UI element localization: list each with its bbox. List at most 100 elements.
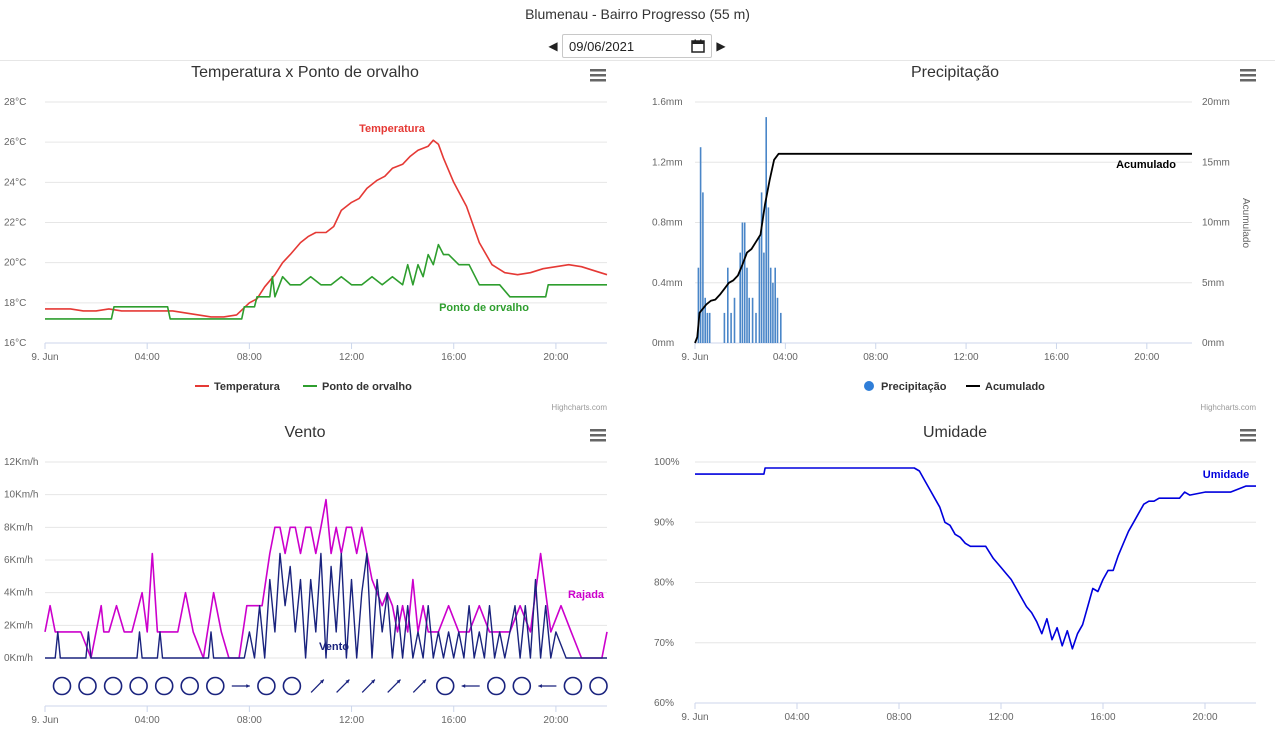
date-input[interactable]: 09/06/2021 <box>562 34 712 58</box>
y2-axis: 0mm 5mm 10mm 15mm 20mm <box>1202 97 1230 349</box>
series-label-temperatura: Temperatura <box>359 123 426 135</box>
precip-bar[interactable] <box>727 267 729 343</box>
precip-bar[interactable] <box>780 312 782 343</box>
precip-bar[interactable] <box>699 147 702 343</box>
date-value: 09/06/2021 <box>569 38 635 54</box>
x-tick-label: 20:00 <box>543 715 568 726</box>
legend-precipitacao[interactable]: Precipitação <box>881 381 947 393</box>
x-tick-label: 08:00 <box>237 715 262 726</box>
y-tick-label: 0mm <box>652 338 674 349</box>
calendar-icon[interactable] <box>691 39 705 53</box>
grid <box>695 101 1192 344</box>
chart-title: Precipitação <box>911 64 999 81</box>
series-labels: Umidade <box>1203 469 1249 481</box>
legend-precipitacao-swatch <box>864 381 874 391</box>
legend-acumulado[interactable]: Acumulado <box>985 381 1045 393</box>
y2-tick-label: 5mm <box>1202 278 1224 289</box>
series-umidade-line[interactable] <box>695 467 1256 650</box>
menu-icon[interactable] <box>590 429 606 442</box>
series-rajada-line[interactable] <box>44 498 608 659</box>
legend-temperatura[interactable]: Temperatura <box>214 381 281 393</box>
precip-bar[interactable] <box>763 252 765 343</box>
precipitation-chart: Precipitação 0mm 0.4mm 0.8mm 1.2mm 1.6mm 0mm… <box>640 60 1275 415</box>
x-tick-label: 9. Jun <box>681 352 708 363</box>
series-lines <box>45 139 608 320</box>
wind-arrow-icon <box>538 684 557 688</box>
y-tick-label: 26°C <box>4 137 26 148</box>
precip-bar[interactable] <box>708 312 711 343</box>
precip-bar[interactable] <box>769 267 772 343</box>
precip-bar[interactable] <box>772 282 774 344</box>
menu-icon[interactable] <box>590 69 606 82</box>
precip-bar[interactable] <box>748 297 750 343</box>
next-day-arrow-icon[interactable]: ▶ <box>716 39 726 53</box>
precip-bar[interactable] <box>704 297 706 343</box>
y-tick-label: 24°C <box>4 177 26 188</box>
credits[interactable]: Highcharts.com <box>1200 403 1256 412</box>
wind-arrow-icon <box>310 679 325 693</box>
series-ponto-de-orvalho-line[interactable] <box>45 243 607 320</box>
wind-calm-circle-icon <box>103 676 123 696</box>
wind-chart-svg: Vento 0Km/h 2Km/h 4Km/h 6Km/h 8Km/h 10Km/h 12K… <box>4 424 608 726</box>
series-label-acumulado: Acumulado <box>1116 159 1176 171</box>
precip-bar[interactable] <box>739 252 741 343</box>
x-tick-label: 04:00 <box>135 715 160 726</box>
precip-bar[interactable] <box>741 222 744 344</box>
series-vento-line[interactable] <box>45 552 607 659</box>
precip-bar[interactable] <box>767 207 770 343</box>
y-axis: 0mm 0.4mm 0.8mm 1.2mm 1.6mm <box>652 97 683 349</box>
chart-title: Umidade <box>923 424 987 441</box>
series-acumulado-line[interactable] <box>694 152 1192 344</box>
precip-bar[interactable] <box>758 237 761 343</box>
precipitation-chart-svg: Precipitação 0mm 0.4mm 0.8mm 1.2mm 1.6mm 0mm… <box>652 64 1256 412</box>
chart-title: Vento <box>285 424 326 441</box>
y-tick-label: 90% <box>654 517 674 528</box>
precip-bar[interactable] <box>702 192 704 343</box>
precip-bar[interactable] <box>776 297 779 343</box>
y-tick-label: 16°C <box>4 338 26 349</box>
precip-bar[interactable] <box>746 267 748 343</box>
x-tick-label: 08:00 <box>237 352 262 363</box>
precip-bar[interactable] <box>730 312 732 343</box>
wind-calm-circle-icon <box>486 676 506 696</box>
wind-calm-circle-icon <box>206 676 225 696</box>
series-label-umidade: Umidade <box>1203 469 1249 481</box>
y-tick-label: 8Km/h <box>4 522 33 533</box>
x-tick-label: 16:00 <box>441 715 466 726</box>
series-label-rajada: Rajada <box>568 589 605 601</box>
x-axis: 9. Jun 04:00 08:00 12:00 16:00 20:00 <box>31 342 607 363</box>
precip-bar[interactable] <box>733 297 736 343</box>
x-tick-label: 08:00 <box>886 712 911 723</box>
wind-arrow-icon <box>361 679 376 693</box>
precip-bar[interactable] <box>760 192 763 343</box>
precip-bar[interactable] <box>755 312 757 343</box>
credits[interactable]: Highcharts.com <box>551 403 607 412</box>
y-tick-label: 80% <box>654 578 674 589</box>
y-tick-label: 4Km/h <box>4 588 33 599</box>
precip-bar[interactable] <box>697 267 700 343</box>
wind-arrow-icon <box>387 679 401 693</box>
wind-calm-circle-icon <box>512 676 532 696</box>
series-labels: Temperatura Ponto de orvalho <box>359 123 529 314</box>
x-tick-label: 20:00 <box>1192 712 1217 723</box>
humidity-chart: Umidade 60% 70% 80% 90% 100% 9. Jun 04:00 08:0… <box>640 420 1275 735</box>
x-tick-label: 12:00 <box>339 715 364 726</box>
series-temperatura-line[interactable] <box>45 139 608 318</box>
y-axis: 16°C 18°C 20°C 22°C 24°C 26°C 28°C <box>4 97 26 349</box>
precip-bar[interactable] <box>765 117 767 343</box>
precip-bar[interactable] <box>706 312 709 343</box>
x-tick-label: 20:00 <box>543 352 568 363</box>
precip-bar[interactable] <box>723 312 726 343</box>
legend-ponto-de-orvalho[interactable]: Ponto de orvalho <box>322 381 412 393</box>
precip-bar[interactable] <box>743 222 746 344</box>
menu-icon[interactable] <box>1240 429 1256 442</box>
x-tick-label: 20:00 <box>1134 352 1159 363</box>
y-tick-label: 10Km/h <box>4 490 38 501</box>
precip-bar[interactable] <box>774 267 776 343</box>
y-tick-label: 1.6mm <box>652 97 683 108</box>
precip-bar[interactable] <box>751 297 754 343</box>
y-tick-label: 1.2mm <box>652 157 683 168</box>
menu-icon[interactable] <box>1240 69 1256 82</box>
prev-day-arrow-icon[interactable]: ◀ <box>548 39 558 53</box>
temperature-chart-svg: Temperatura x Ponto de orvalho 16°C 18°C 2… <box>4 64 608 412</box>
